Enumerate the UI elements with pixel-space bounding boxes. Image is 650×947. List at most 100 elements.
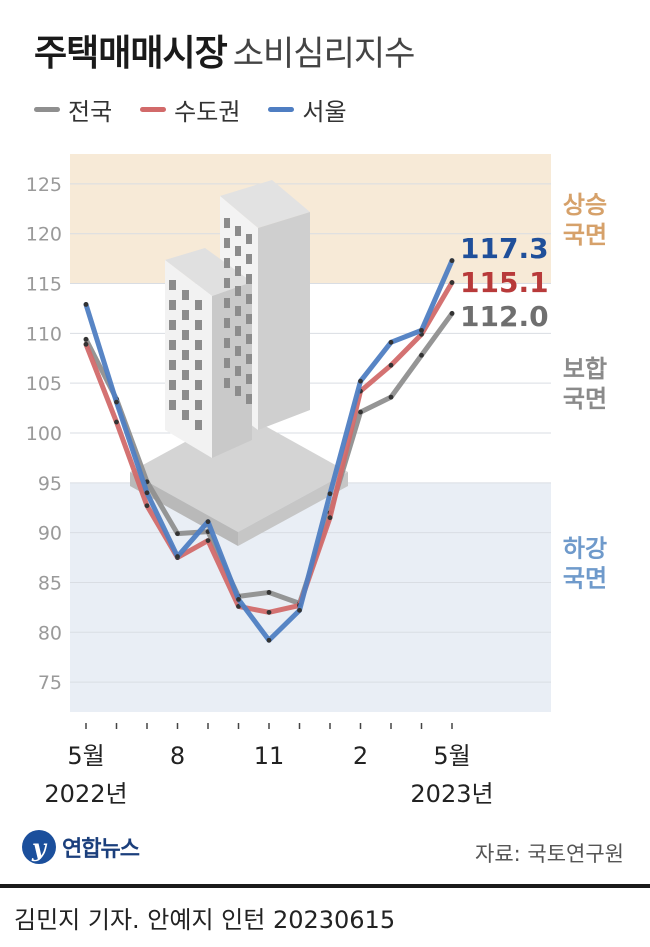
yonhap-logo-text: 연합뉴스 (62, 837, 140, 862)
building-window (246, 294, 252, 304)
data-point (205, 538, 211, 544)
building-window (224, 378, 230, 388)
data-point (114, 399, 119, 405)
building-window (235, 386, 241, 396)
building-window (182, 410, 189, 420)
y-tick-label: 110 (26, 323, 62, 345)
building-window (182, 290, 189, 300)
data-point (83, 341, 89, 347)
x-tick-label: 11 (254, 742, 285, 770)
building-window (246, 234, 252, 244)
building-window (224, 358, 230, 368)
data-point (449, 258, 455, 264)
building-window (246, 354, 252, 364)
series-lines (83, 258, 455, 643)
building-window (235, 226, 241, 236)
legend-label-seoul: 서울 (302, 98, 347, 126)
data-point (358, 409, 363, 415)
data-point (358, 378, 363, 384)
legend-swatch-seoul (268, 107, 295, 112)
phase-label-top: 하강 (563, 535, 607, 563)
title-main: 주택매매시장 (34, 33, 228, 74)
data-point (266, 609, 272, 615)
data-point (449, 311, 455, 316)
data-point (266, 637, 272, 643)
phase-label-top: 보합 (563, 355, 607, 383)
building-window (235, 266, 241, 276)
building-window (169, 300, 176, 310)
data-point (175, 554, 180, 559)
legend-item-capital: 수도권 (140, 92, 240, 127)
building-window (195, 380, 202, 390)
data-point (297, 607, 302, 613)
data-point (388, 362, 394, 368)
legend-label-national: 전국 (68, 98, 113, 126)
y-tick-label: 100 (26, 423, 62, 445)
data-point (205, 519, 211, 525)
phase-label-top: 상승 (563, 191, 607, 219)
building-window (182, 310, 189, 320)
building-window (246, 374, 252, 384)
data-point (83, 302, 89, 307)
data-point (144, 490, 150, 496)
credit-line: 김민지 기자. 안예지 인턴 20230615 (14, 906, 396, 934)
data-point (144, 503, 150, 509)
y-tick-label: 95 (38, 473, 62, 495)
legend-label-capital: 수도권 (174, 98, 241, 126)
building-window (195, 360, 202, 370)
legend-item-seoul: 서울 (268, 92, 347, 127)
building-window (195, 300, 202, 310)
building-window (182, 350, 189, 360)
y-tick-label: 120 (26, 224, 62, 246)
y-tick-label: 75 (38, 672, 62, 694)
building-window (182, 370, 189, 380)
x-tick-label: 5월 (433, 742, 470, 770)
building-window (246, 334, 252, 344)
y-tick-label: 80 (38, 622, 62, 644)
y-tick-label: 115 (26, 274, 62, 296)
data-point (327, 491, 333, 497)
phase-band-2 (70, 482, 551, 712)
building-window (224, 218, 230, 228)
x-tick-label: 5월 (67, 742, 104, 770)
end-value-label: 112.0 (460, 300, 549, 333)
data-point (114, 419, 119, 425)
legend: 전국 수도권 서울 (34, 92, 347, 127)
building-window (195, 320, 202, 330)
building-window (169, 380, 176, 390)
year-label: 2022년 (44, 780, 127, 808)
building-window (235, 366, 241, 376)
end-value-label: 115.1 (460, 266, 549, 299)
building-window (195, 400, 202, 410)
year-label: 2023년 (410, 780, 493, 808)
data-point (419, 352, 424, 358)
footer-divider (0, 884, 650, 888)
phase-label-bottom: 국면 (563, 221, 607, 249)
building-window (235, 306, 241, 316)
legend-swatch-capital (140, 107, 167, 112)
building-window (235, 326, 241, 336)
legend-item-national: 전국 (34, 92, 112, 127)
phase-label-bottom: 국면 (563, 565, 607, 593)
line-chart: 75 80 85 90 95 100 105 110 115 120 125 5월 8 11 2 5월 2022… (26, 154, 607, 808)
building-window (195, 340, 202, 350)
data-point (83, 336, 89, 342)
data-point (388, 339, 394, 345)
building-window (224, 338, 230, 348)
y-tick-label: 90 (38, 523, 62, 545)
end-value-label: 117.3 (460, 232, 549, 265)
legend-swatch-national (34, 107, 60, 112)
data-point (449, 280, 455, 285)
data-point (388, 394, 394, 400)
building-window (246, 274, 252, 284)
building-window (246, 314, 252, 324)
building-window (182, 330, 189, 340)
building-window (169, 280, 176, 290)
building-window (235, 246, 241, 256)
data-point (419, 327, 424, 333)
building-window (246, 254, 252, 264)
building-window (169, 400, 176, 410)
building-window (235, 286, 241, 296)
data-point (236, 597, 241, 602)
